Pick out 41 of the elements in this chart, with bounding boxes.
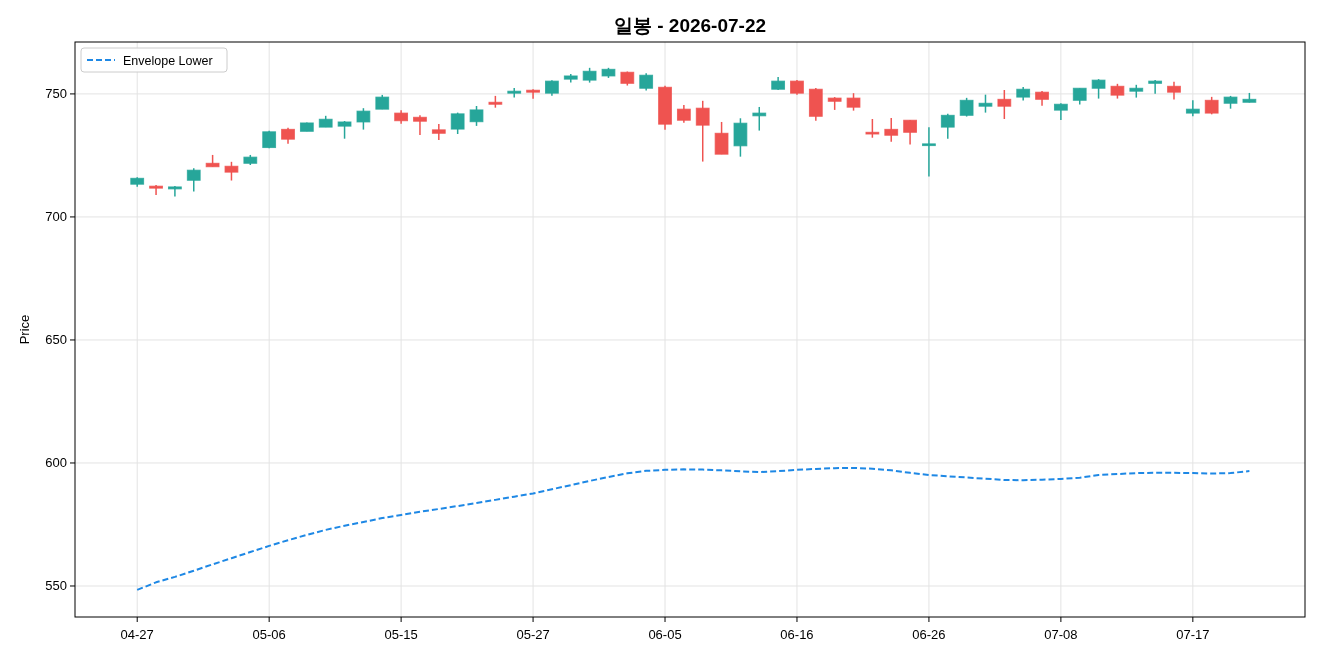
candlestick xyxy=(997,89,1012,120)
x-tick-label: 06-26 xyxy=(912,627,946,642)
candlestick xyxy=(526,88,540,100)
x-tick-label: 05-15 xyxy=(384,627,418,642)
line-series xyxy=(136,466,1251,591)
x-tick-label: 05-06 xyxy=(252,627,286,642)
candlestick xyxy=(940,113,955,140)
candlestick xyxy=(224,161,239,182)
candlestick xyxy=(752,106,767,132)
candlestick xyxy=(733,117,748,158)
candlestick xyxy=(959,97,974,118)
candlestick xyxy=(903,119,917,146)
candlestick xyxy=(507,87,522,99)
y-tick-label: 750 xyxy=(45,86,67,102)
x-tick-label: 06-05 xyxy=(648,627,682,642)
legend-label: Envelope Lower xyxy=(123,53,213,68)
y-tick-label: 600 xyxy=(45,455,67,471)
candlestick xyxy=(922,126,936,178)
candlestick xyxy=(356,107,371,131)
candlestick xyxy=(1148,79,1163,95)
candlestick xyxy=(186,167,201,193)
candlestick xyxy=(865,118,880,139)
candlestick xyxy=(431,123,446,141)
candlestick xyxy=(695,100,710,163)
candlestick xyxy=(714,121,729,155)
y-tick-label: 700 xyxy=(45,209,67,225)
candlestick xyxy=(413,114,427,136)
y-tick-label: 550 xyxy=(45,578,67,594)
candlestick xyxy=(1185,99,1200,118)
x-tick-label: 07-08 xyxy=(1044,627,1078,642)
x-tick-label: 07-17 xyxy=(1176,627,1210,642)
x-tick-label: 06-16 xyxy=(780,627,814,642)
candlestick xyxy=(469,105,484,127)
y-axis-title: Price xyxy=(17,314,32,345)
x-tick-label: 04-27 xyxy=(120,627,154,642)
candlestick xyxy=(884,117,899,143)
candlestick xyxy=(1091,78,1106,100)
candlestick xyxy=(149,184,163,196)
y-tick-label: 650 xyxy=(45,332,67,348)
chart-title: 일봉 - 2026-07-22 xyxy=(613,15,767,36)
x-tick-label: 05-27 xyxy=(516,627,550,642)
